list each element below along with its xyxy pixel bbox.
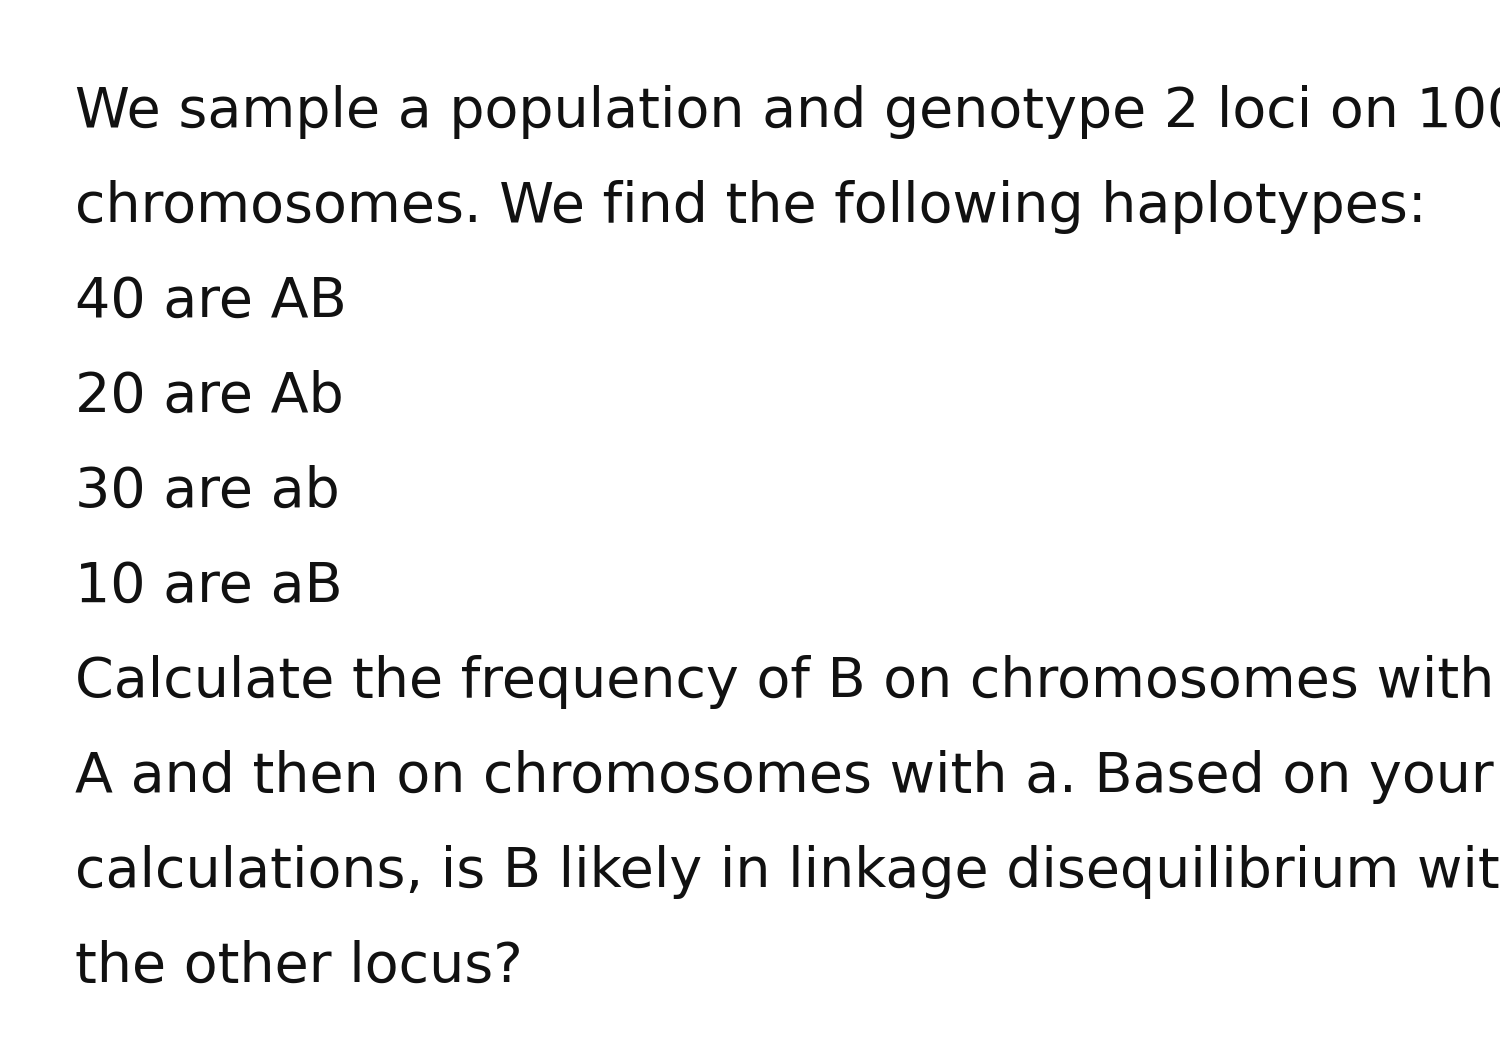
Text: 10 are aB: 10 are aB [75, 560, 342, 614]
Text: We sample a population and genotype 2 loci on 100: We sample a population and genotype 2 lo… [75, 85, 1500, 139]
Text: 40 are AB: 40 are AB [75, 275, 346, 329]
Text: 20 are Ab: 20 are Ab [75, 370, 344, 424]
Text: calculations, is B likely in linkage disequilibrium with: calculations, is B likely in linkage dis… [75, 844, 1500, 899]
Text: A and then on chromosomes with a. Based on your: A and then on chromosomes with a. Based … [75, 750, 1494, 804]
Text: the other locus?: the other locus? [75, 940, 522, 994]
Text: 30 are ab: 30 are ab [75, 465, 339, 519]
Text: chromosomes. We find the following haplotypes:: chromosomes. We find the following haplo… [75, 180, 1426, 234]
Text: Calculate the frequency of B on chromosomes with: Calculate the frequency of B on chromoso… [75, 655, 1494, 709]
